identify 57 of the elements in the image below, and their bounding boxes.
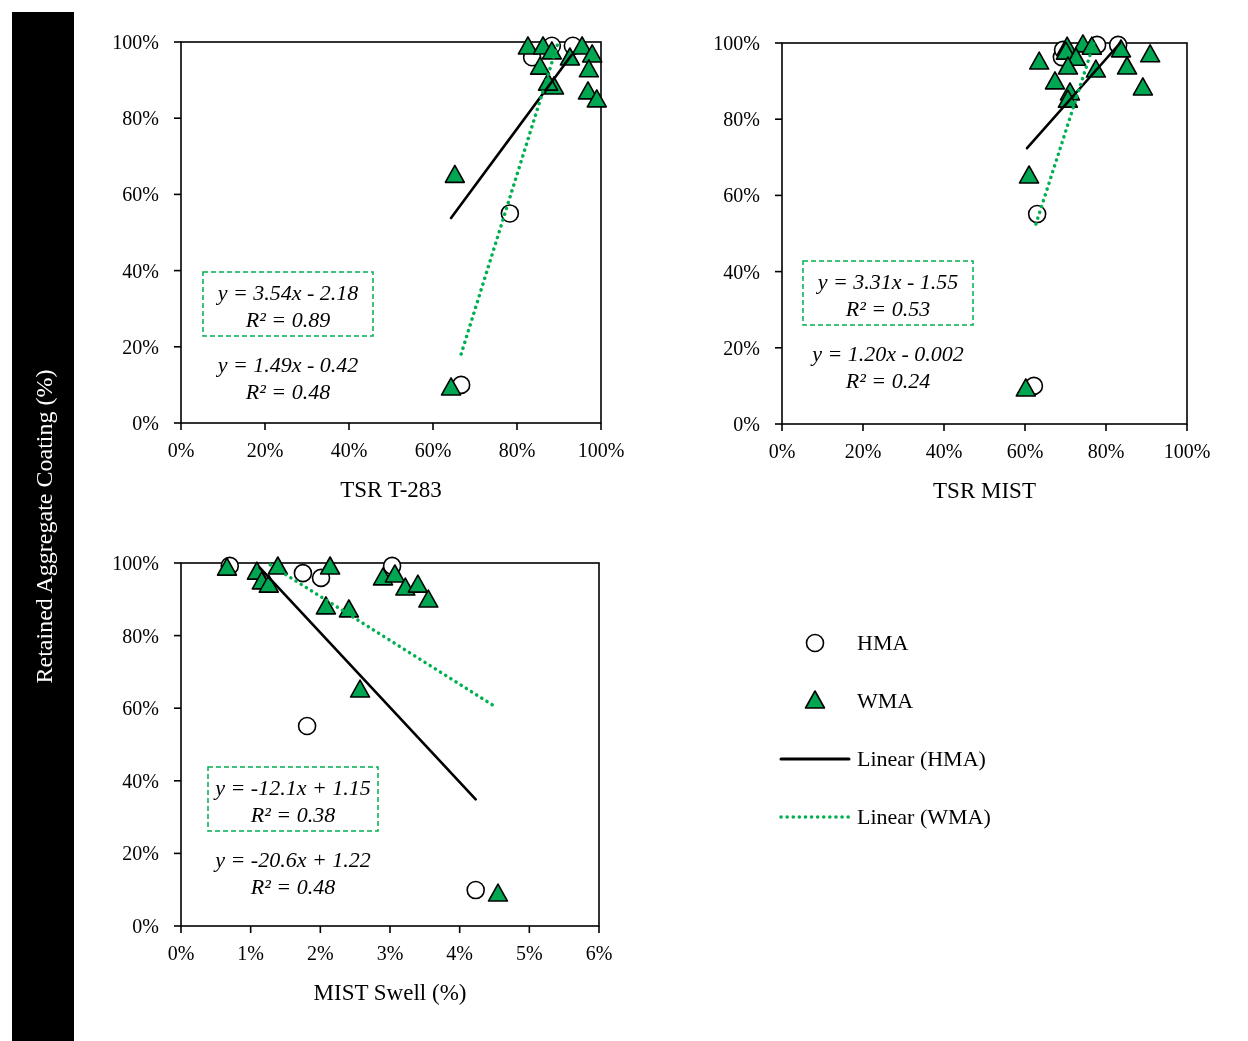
x-tick-label: 80% [498, 439, 536, 461]
annotation: R² = 0.48 [249, 874, 336, 899]
annotation: y = 3.31x - 1.55 [815, 269, 959, 294]
y-tick-label: 0% [132, 412, 159, 434]
y-tick-label: 60% [122, 697, 159, 720]
y-tick-label: 80% [723, 108, 760, 131]
x-tick-label: 40% [925, 440, 963, 462]
x-tick-label: 60% [1006, 440, 1044, 462]
y-tick-label: 80% [122, 624, 159, 647]
y-tick-label: 100% [713, 32, 760, 54]
y-tick-label: 20% [122, 335, 159, 358]
annotation: R² = 0.89 [244, 307, 331, 332]
x-tick-label: 40% [330, 439, 368, 461]
x-axis-title: TSR MIST [933, 478, 1036, 503]
y-tick-label: 20% [723, 336, 760, 359]
x-tick-label: 0% [768, 440, 796, 462]
y-tick-label: 0% [132, 915, 159, 937]
legend-label: Linear (HMA) [857, 746, 986, 771]
y-tick-label: 80% [122, 107, 159, 130]
legend-label: WMA [857, 688, 914, 713]
legend-label: HMA [857, 630, 909, 655]
annotation: R² = 0.53 [844, 296, 931, 321]
x-tick-label: 2% [307, 942, 334, 964]
annotation: R² = 0.24 [844, 368, 931, 393]
legend-label: Linear (WMA) [857, 804, 991, 829]
annotation: y = 3.54x - 2.18 [215, 280, 359, 305]
x-tick-label: 20% [246, 439, 284, 461]
annotation: y = 1.20x - 0.002 [810, 341, 964, 366]
x-axis-title: TSR T-283 [340, 477, 442, 502]
x-tick-label: 20% [844, 440, 882, 462]
x-tick-label: 60% [414, 439, 452, 461]
x-tick-label: 0% [167, 439, 195, 461]
y-tick-label: 40% [122, 259, 159, 282]
y-tick-label: 60% [122, 183, 159, 206]
annotation: y = 1.49x - 0.42 [215, 352, 359, 377]
x-tick-label: 3% [376, 942, 404, 964]
x-tick-label: 1% [237, 942, 264, 964]
y-tick-label: 0% [733, 413, 760, 435]
y-tick-label: 60% [723, 184, 760, 207]
y-tick-label: 100% [112, 31, 159, 53]
annotation: R² = 0.38 [249, 802, 336, 827]
x-tick-label: 5% [516, 942, 543, 964]
x-tick-label: 4% [446, 942, 473, 964]
annotation: y = -12.1x + 1.15 [213, 775, 371, 800]
x-tick-label: 0% [167, 942, 195, 964]
annotation: R² = 0.48 [244, 379, 331, 404]
x-tick-label: 100% [577, 439, 625, 461]
x-axis-title: MIST Swell (%) [313, 980, 467, 1005]
y-tick-label: 100% [112, 552, 159, 574]
x-tick-label: 80% [1087, 440, 1125, 462]
annotation: y = -20.6x + 1.22 [213, 847, 371, 872]
y-tick-label: 40% [122, 769, 159, 792]
x-tick-label: 6% [585, 942, 613, 964]
y-tick-label: 20% [122, 842, 159, 865]
x-tick-label: 100% [1163, 440, 1211, 462]
y-tick-label: 40% [723, 260, 760, 283]
y-axis-title: Retained Aggregate Coating (%) [31, 369, 57, 684]
